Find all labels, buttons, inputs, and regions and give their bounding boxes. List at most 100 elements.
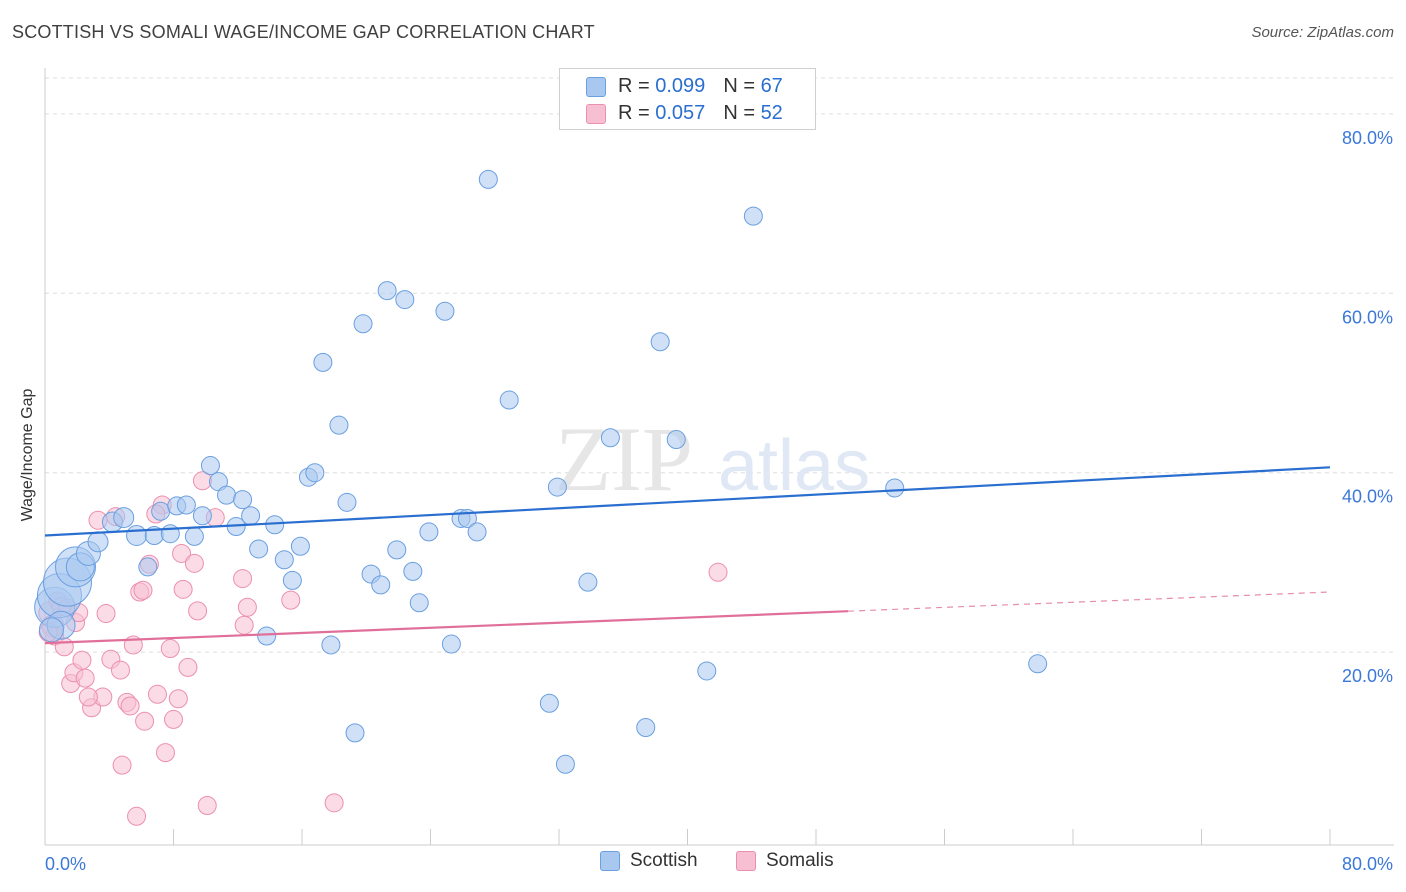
somali-point[interactable] — [110, 660, 130, 680]
scottish-point[interactable] — [885, 478, 905, 498]
scottish-point[interactable] — [499, 390, 519, 410]
y-tick-label: 60.0% — [1342, 307, 1393, 327]
scottish-point[interactable] — [257, 626, 277, 646]
somali-point[interactable] — [172, 543, 192, 563]
scottish-point[interactable] — [151, 501, 171, 521]
scottish-point[interactable] — [419, 522, 439, 542]
somali-point[interactable] — [233, 569, 253, 589]
scottish-point[interactable] — [126, 525, 148, 547]
somali-point[interactable] — [173, 579, 193, 599]
somali-point[interactable] — [188, 601, 208, 621]
y-tick-label: 80.0% — [1342, 128, 1393, 148]
scottish-point[interactable] — [329, 415, 349, 435]
scottish-point[interactable] — [387, 540, 407, 560]
scottish-point[interactable] — [138, 557, 158, 577]
scottish-point[interactable] — [666, 430, 686, 450]
source-label: Source: ZipAtlas.com — [1251, 24, 1394, 41]
somali-point[interactable] — [147, 684, 167, 704]
scottish-point[interactable] — [200, 456, 220, 476]
scottish-point[interactable] — [176, 495, 196, 515]
scottish-point[interactable] — [337, 492, 357, 512]
scottish-point[interactable] — [697, 661, 717, 681]
somali-point[interactable] — [96, 604, 116, 624]
scottish-point[interactable] — [743, 206, 763, 226]
scottish-point[interactable] — [321, 635, 341, 655]
scottish-point[interactable] — [636, 717, 656, 737]
watermark: ZIP atlas — [555, 408, 870, 510]
scottish-point[interactable] — [353, 314, 373, 334]
legend-swatch-somalis — [586, 103, 606, 124]
legend-row-scottish: R = 0.099 N = 67 — [586, 75, 783, 98]
scottish-point[interactable] — [478, 169, 498, 189]
scottish-point[interactable] — [555, 754, 575, 774]
somali-point[interactable] — [155, 743, 175, 763]
legend-r-label: R = — [618, 102, 650, 124]
scottish-point[interactable] — [160, 524, 180, 544]
scottish-point[interactable] — [467, 522, 487, 542]
scottish-trend-line — [44, 466, 1331, 537]
legend-item-scottish[interactable]: Scottish — [600, 850, 698, 872]
scottish-point[interactable] — [441, 634, 461, 654]
somali-point[interactable] — [168, 689, 188, 709]
somali-point[interactable] — [112, 755, 132, 775]
somali-points — [38, 471, 728, 826]
legend-item-somalis[interactable]: Somalis — [736, 850, 834, 872]
somali-point[interactable] — [54, 637, 74, 657]
legend-row-somalis: R = 0.057 N = 52 — [586, 102, 783, 125]
scottish-point[interactable] — [435, 301, 455, 321]
scottish-point[interactable] — [371, 575, 391, 595]
somali-point[interactable] — [164, 709, 183, 729]
scottish-point[interactable] — [87, 531, 109, 553]
scottish-point[interactable] — [233, 490, 253, 510]
scottish-point[interactable] — [578, 572, 598, 592]
somali-point[interactable] — [237, 597, 257, 617]
somali-point[interactable] — [72, 650, 92, 670]
scottish-point[interactable] — [282, 570, 302, 590]
legend-n-value: 67 — [760, 75, 783, 97]
y-tick-label: 40.0% — [1342, 487, 1393, 507]
legend-n-label: N = — [723, 102, 755, 124]
scottish-point[interactable] — [290, 536, 310, 556]
somali-point[interactable] — [178, 657, 198, 677]
scottish-point[interactable] — [539, 693, 559, 713]
somali-point[interactable] — [160, 639, 180, 659]
scottish-point[interactable] — [249, 539, 269, 559]
scottish-point[interactable] — [345, 723, 365, 743]
axes-layer — [44, 68, 1394, 846]
legend-swatch-somalis — [736, 851, 756, 871]
scottish-point[interactable] — [395, 290, 415, 310]
scottish-point[interactable] — [377, 281, 397, 301]
scottish-point[interactable] — [650, 332, 670, 352]
legend-r-value: 0.057 — [655, 102, 706, 124]
scottish-point[interactable] — [1028, 654, 1048, 674]
scottish-point[interactable] — [403, 561, 423, 581]
somali-point[interactable] — [281, 590, 301, 610]
somali-point[interactable] — [184, 553, 204, 573]
somali-point[interactable] — [234, 615, 254, 635]
series-legend: Scottish Somalis — [0, 850, 1406, 878]
scottish-point[interactable] — [217, 485, 237, 505]
somali-point[interactable] — [75, 668, 95, 688]
somali-point[interactable] — [120, 696, 140, 716]
somali-point[interactable] — [78, 687, 98, 707]
somali-point[interactable] — [324, 793, 344, 813]
scottish-point[interactable] — [313, 352, 333, 372]
trend-lines — [44, 466, 1331, 645]
somali-point[interactable] — [133, 580, 153, 600]
scottish-point[interactable] — [113, 507, 135, 529]
somali-point[interactable] — [708, 562, 728, 582]
somali-point[interactable] — [197, 796, 217, 816]
scottish-point[interactable] — [274, 550, 294, 570]
somali-point[interactable] — [135, 711, 155, 731]
somali-point[interactable] — [127, 806, 147, 826]
scottish-point[interactable] — [547, 477, 567, 497]
scottish-point[interactable] — [241, 506, 261, 526]
scottish-point[interactable] — [305, 463, 325, 483]
chart-title: SCOTTISH VS SOMALI WAGE/INCOME GAP CORRE… — [12, 22, 595, 42]
scottish-point[interactable] — [409, 593, 429, 613]
scottish-point[interactable] — [38, 617, 64, 643]
scottish-point[interactable] — [192, 506, 212, 526]
scottish-point[interactable] — [600, 428, 620, 448]
x-tick-label-min: 0.0% — [45, 854, 86, 874]
scottish-point[interactable] — [184, 526, 204, 546]
